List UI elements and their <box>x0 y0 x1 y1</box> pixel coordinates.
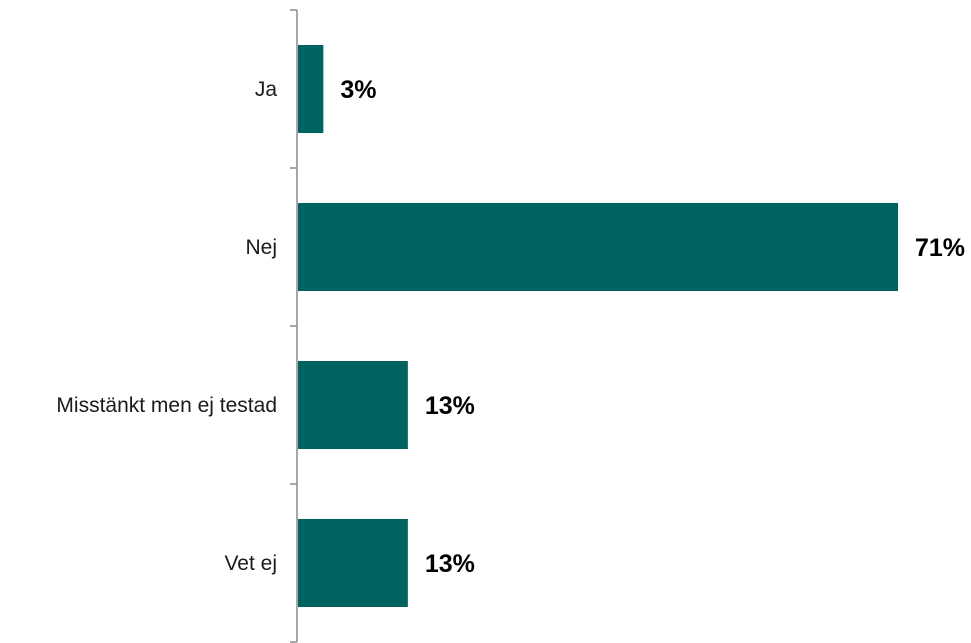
value-label: 13% <box>425 392 475 420</box>
category-label: Nej <box>245 236 277 259</box>
category-label: Ja <box>255 78 278 101</box>
category-label: Vet ej <box>224 552 277 575</box>
bar <box>298 45 324 133</box>
bars <box>298 45 898 607</box>
bar <box>298 203 898 291</box>
labels: Ja 3% Nej 71% Misstänkt men ej testad 13% Vet … <box>56 76 965 578</box>
category-label: Misstänkt men ej testad <box>56 394 277 417</box>
value-label: 3% <box>340 76 376 104</box>
value-label: 13% <box>425 550 475 578</box>
value-label: 71% <box>915 234 965 262</box>
category-axis <box>290 9 298 643</box>
bar <box>298 361 408 449</box>
bar <box>298 519 408 607</box>
